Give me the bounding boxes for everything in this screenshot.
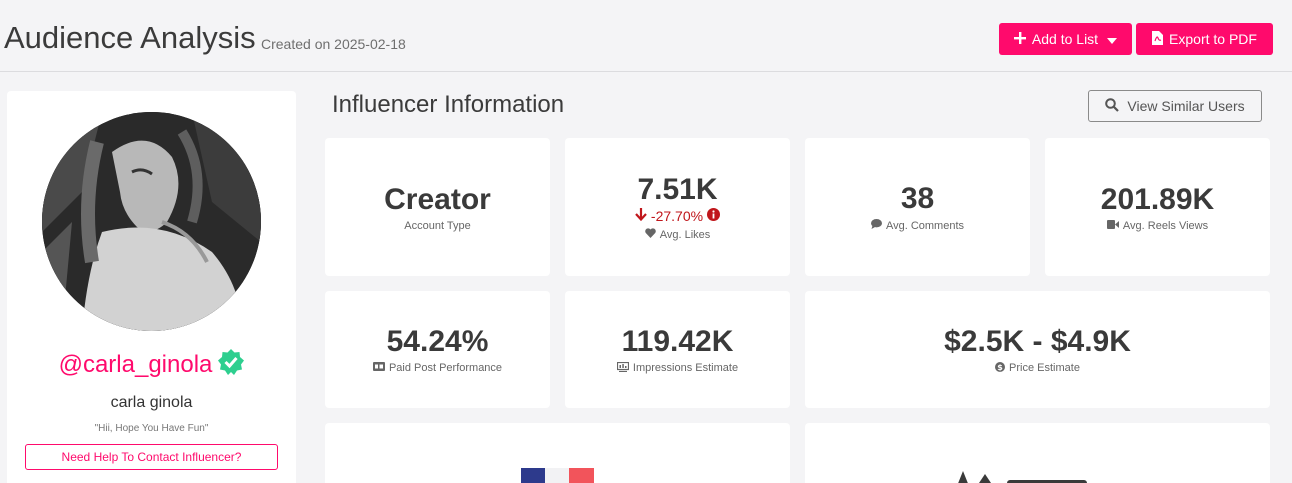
paid-post-label-row: Paid Post Performance — [372, 362, 503, 374]
dollar-icon: $ — [995, 361, 1006, 375]
price-estimate-label-row: $ Price Estimate — [995, 361, 1080, 375]
audience-card — [805, 423, 1270, 483]
avg-reels-views-label-row: Avg. Reels Views — [1106, 219, 1209, 232]
account-type-value: Creator — [384, 182, 491, 216]
profile-card: @carla_ginola carla ginola "Hii, Hope Yo… — [7, 91, 296, 483]
svg-text:$: $ — [997, 363, 1003, 372]
video-icon — [1106, 219, 1119, 232]
page-subtitle: Created on 2025-02-18 — [261, 36, 406, 52]
impressions-card: 119.42K Impressions Estimate — [565, 291, 790, 408]
export-pdf-label: Export to PDF — [1169, 31, 1257, 47]
audience-icon — [957, 471, 1097, 483]
avg-reels-views-value: 201.89K — [1100, 182, 1215, 216]
avg-likes-card: 7.51K -27.70% Avg. Likes — [565, 138, 790, 276]
avg-likes-label-row: Avg. Likes — [644, 228, 711, 241]
handle-row: @carla_ginola — [7, 349, 296, 380]
avg-comments-card: 38 Avg. Comments — [805, 138, 1030, 276]
add-to-list-label: Add to List — [1031, 31, 1099, 47]
ad-icon — [372, 362, 385, 374]
account-type-label: Account Type — [404, 219, 471, 232]
pdf-icon — [1152, 30, 1164, 48]
account-type-card: Creator Account Type — [325, 138, 550, 276]
avg-reels-views-card: 201.89K Avg. Reels Views — [1045, 138, 1270, 276]
impressions-label-row: Impressions Estimate — [616, 361, 739, 375]
section-title: Influencer Information — [332, 91, 565, 118]
avg-reels-views-label: Avg. Reels Views — [1122, 219, 1209, 232]
paid-post-value: 54.24% — [386, 325, 489, 358]
view-similar-users-label: View Similar Users — [1127, 98, 1245, 114]
page-title: Audience Analysis — [4, 20, 256, 55]
verified-badge-icon — [218, 349, 245, 380]
avg-likes-value: 7.51K — [637, 173, 718, 206]
france-flag-icon — [521, 468, 594, 483]
price-estimate-card: $2.5K - $4.9K $ Price Estimate — [805, 291, 1270, 408]
export-pdf-button[interactable]: Export to PDF — [1136, 23, 1273, 55]
paid-post-card: 54.24% Paid Post Performance — [325, 291, 550, 408]
arrow-down-icon — [635, 208, 647, 224]
avg-comments-label: Avg. Comments — [885, 219, 965, 232]
paid-post-label: Paid Post Performance — [388, 362, 503, 374]
avg-likes-change: -27.70% — [635, 208, 721, 224]
avg-comments-label-row: Avg. Comments — [870, 219, 965, 232]
avg-comments-value: 38 — [900, 182, 935, 215]
avg-likes-label: Avg. Likes — [659, 228, 711, 241]
add-to-list-button[interactable]: Add to List — [999, 23, 1132, 55]
profile-bio: "Hii, Hope You Have Fun" — [94, 423, 209, 434]
view-similar-users-button[interactable]: View Similar Users — [1088, 90, 1262, 122]
avg-likes-change-text: -27.70% — [650, 208, 704, 224]
price-estimate-label: Price Estimate — [1009, 362, 1080, 374]
impressions-icon — [616, 361, 630, 375]
page-header: Audience Analysis Created on 2025-02-18 … — [0, 0, 1292, 72]
caret-down-icon — [1104, 31, 1118, 47]
profile-handle[interactable]: @carla_ginola — [58, 350, 213, 378]
price-estimate-value: $2.5K - $4.9K — [944, 324, 1131, 358]
info-icon[interactable] — [707, 208, 721, 224]
plus-icon — [1013, 31, 1026, 47]
contact-help-button[interactable]: Need Help To Contact Influencer? — [25, 444, 278, 470]
comment-icon — [870, 219, 882, 232]
profile-name: carla ginola — [110, 394, 193, 411]
country-card — [325, 423, 790, 483]
impressions-label: Impressions Estimate — [632, 362, 739, 374]
search-icon — [1105, 97, 1120, 115]
impressions-value: 119.42K — [621, 324, 734, 358]
heart-icon — [644, 228, 656, 241]
avatar — [42, 112, 261, 331]
